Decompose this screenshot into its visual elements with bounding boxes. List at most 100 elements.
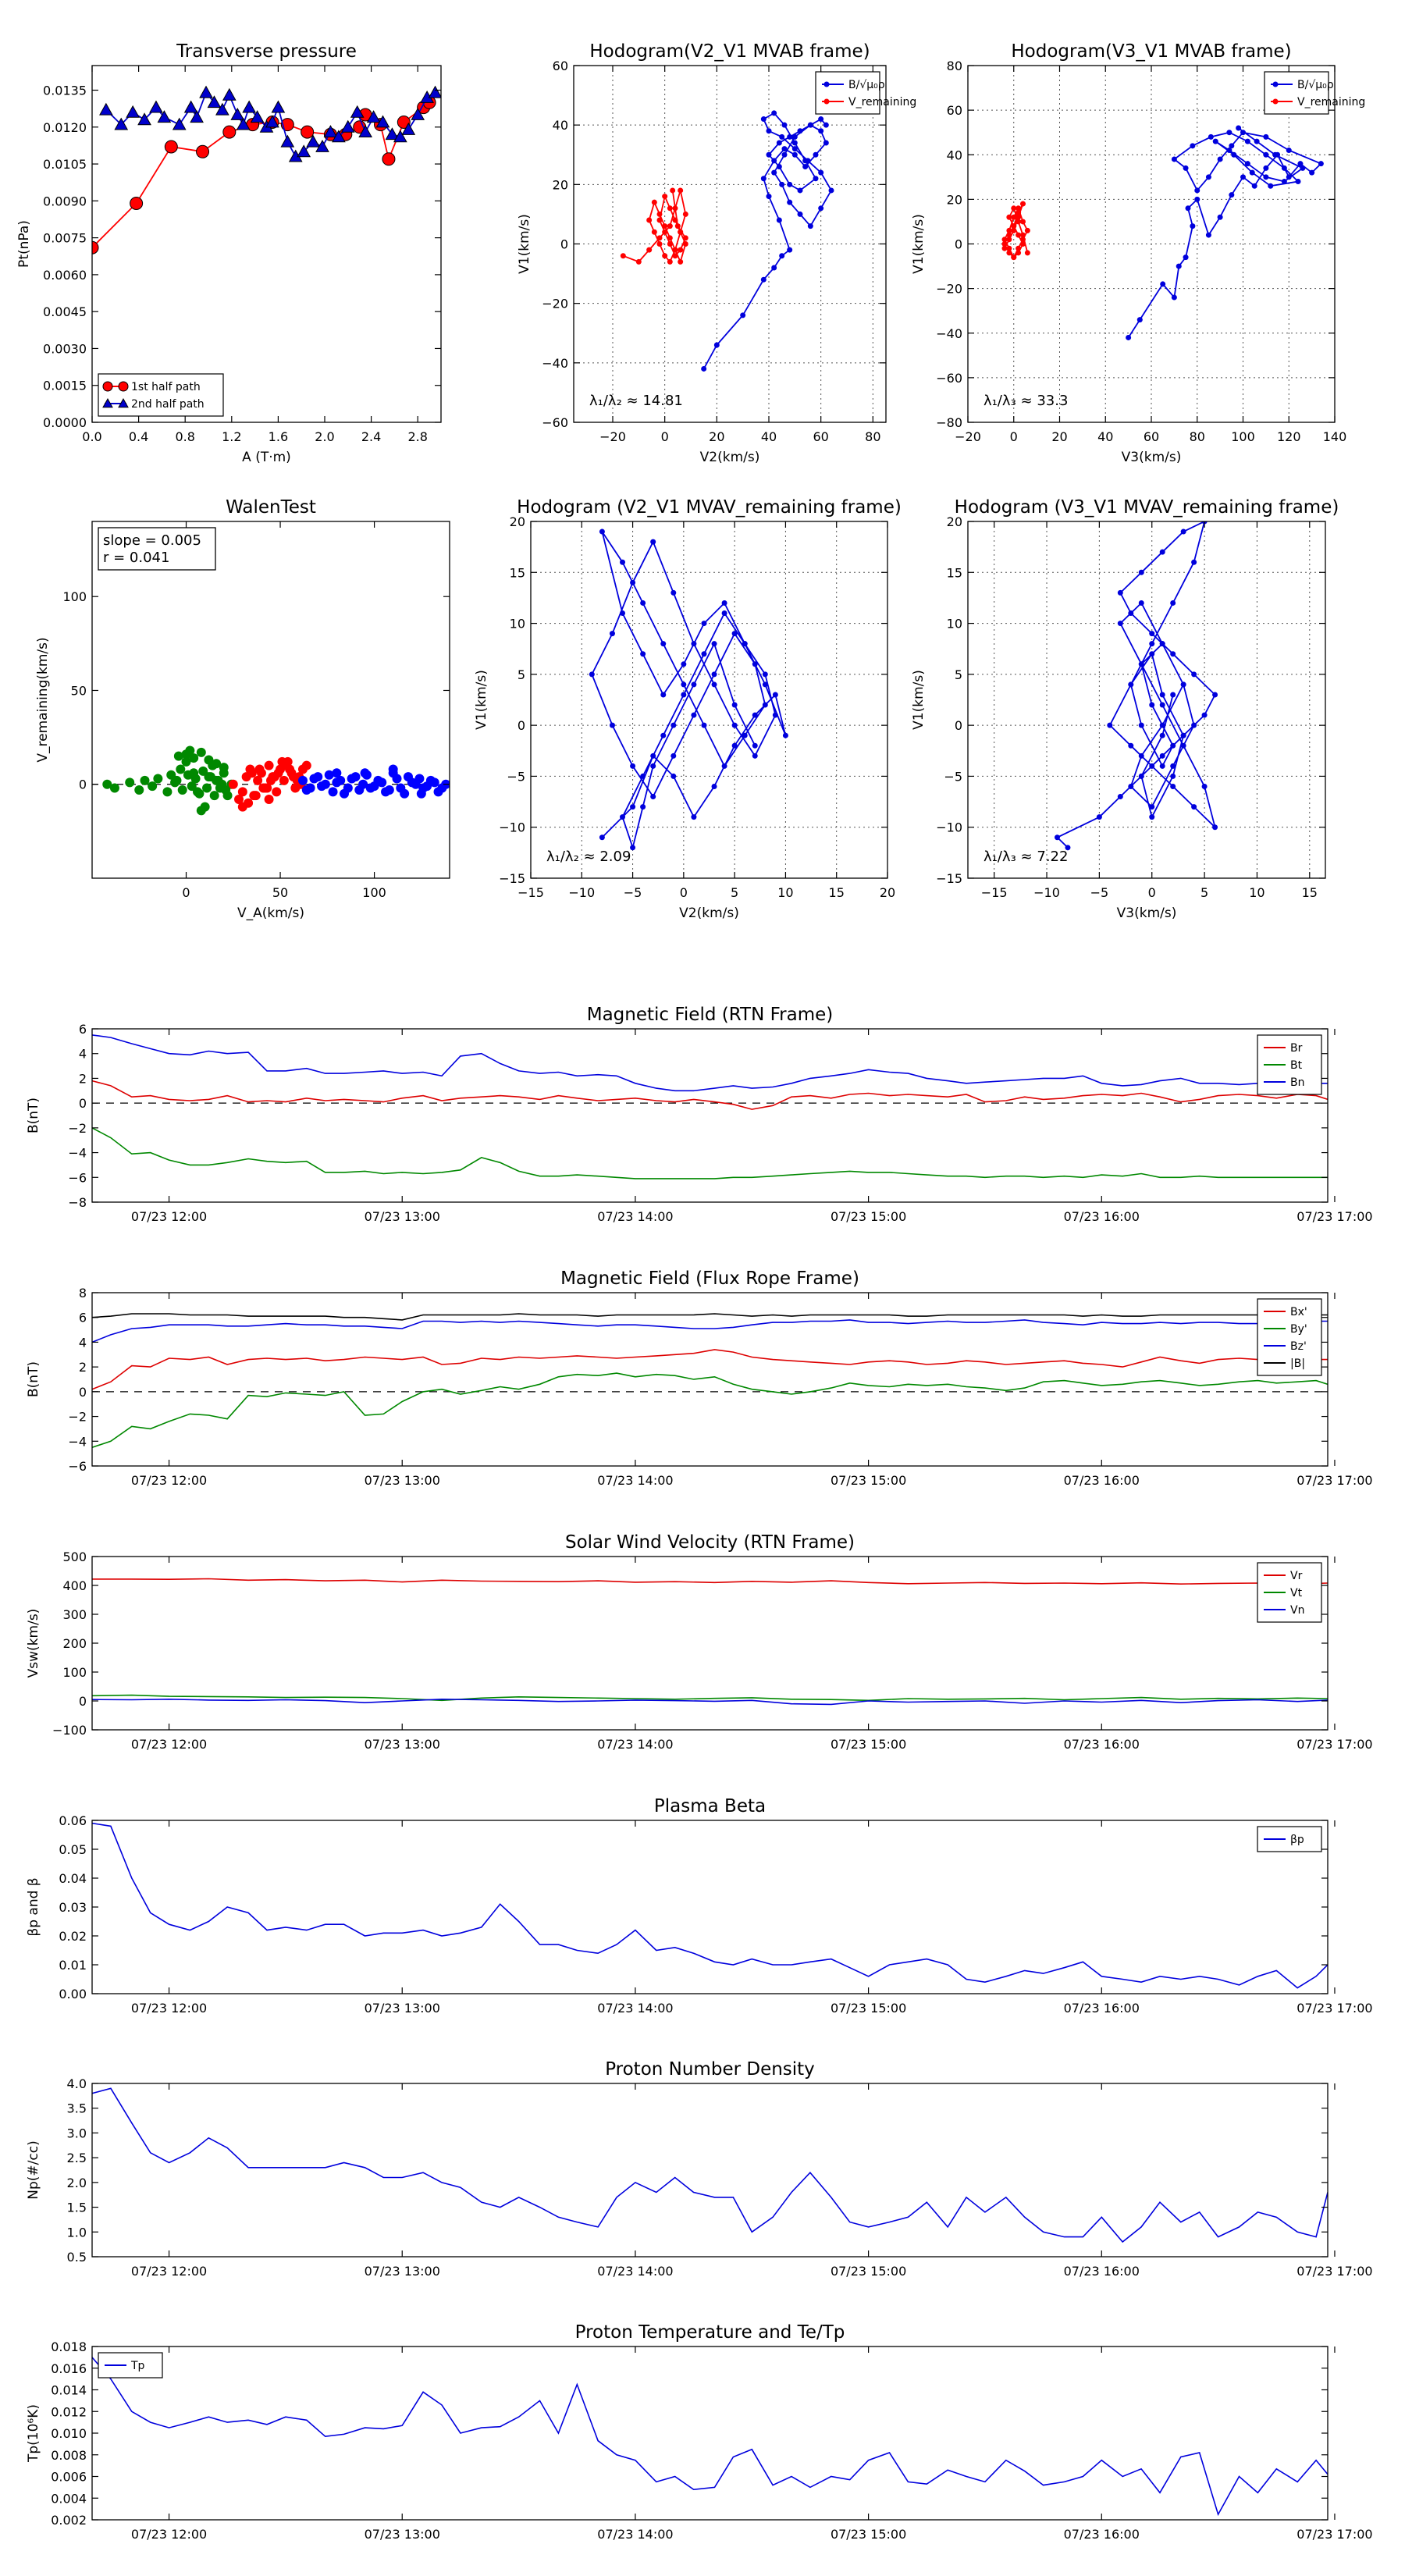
- data-marker: [382, 152, 396, 166]
- data-point: [1011, 223, 1017, 229]
- x-tick-label: 140: [1323, 429, 1347, 444]
- data-point: [1281, 165, 1287, 171]
- series-line-2: [92, 1034, 1328, 1092]
- data-point: [1128, 610, 1134, 617]
- data-point: [1016, 210, 1022, 216]
- series-line-1: [92, 1372, 1328, 1448]
- data-point: [791, 133, 798, 140]
- data-point: [609, 722, 615, 728]
- data-point: [766, 151, 772, 158]
- data-point: [1191, 722, 1197, 728]
- legend-label: Bz': [1290, 1340, 1307, 1353]
- data-marker: [401, 122, 416, 135]
- data-point: [731, 722, 738, 728]
- data-point: [340, 788, 350, 799]
- x-tick-label: 07/23 17:00: [1297, 1737, 1372, 1752]
- plot-frame: [91, 1292, 1329, 1467]
- data-point: [189, 753, 199, 763]
- data-point: [1159, 702, 1165, 708]
- data-marker: [190, 110, 204, 123]
- series-layer: [620, 110, 834, 372]
- y-tick-label: 40: [947, 148, 962, 162]
- data-point: [711, 783, 717, 789]
- x-tick-label: 07/23 14:00: [597, 2001, 673, 2016]
- data-marker: [250, 110, 265, 123]
- y-tick-label: 0.0000: [43, 415, 87, 430]
- data-point: [670, 187, 676, 194]
- y-tick-label: 5: [955, 667, 962, 682]
- data-marker: [350, 105, 365, 118]
- data-point: [1190, 223, 1196, 229]
- y-tick-label: −2: [68, 1121, 87, 1136]
- chart-p8: 07/23 12:00 07/23 13:00 07/23 14:00 07/23 1…: [26, 1268, 1373, 1488]
- data-point: [1138, 569, 1144, 575]
- y-axis-label: V1(km/s): [911, 670, 927, 730]
- data-point: [285, 764, 295, 774]
- y-tick-label: −60: [936, 371, 962, 386]
- series-line-1: [92, 1694, 1328, 1702]
- legend-marker: [118, 397, 129, 408]
- chart-title: Plasma Beta: [654, 1796, 766, 1816]
- y-tick-label: 0.00: [59, 1987, 87, 2001]
- data-point: [791, 151, 798, 158]
- data-point: [277, 756, 287, 767]
- plot-area: [968, 521, 1325, 878]
- x-tick-label: −10: [568, 885, 595, 900]
- data-marker: [358, 125, 372, 137]
- data-point: [1212, 138, 1218, 144]
- data-marker: [157, 110, 172, 123]
- data-point: [1149, 763, 1155, 769]
- y-axis-label: Vsw(km/s): [26, 1609, 41, 1678]
- data-point: [1194, 187, 1200, 194]
- y-tick-label: −6: [68, 1170, 87, 1185]
- data-point: [170, 777, 180, 788]
- data-point: [711, 641, 717, 647]
- y-tick-label: 100: [62, 589, 87, 604]
- series-line-0: [92, 1578, 1328, 1585]
- legend: Tp: [98, 2352, 163, 2379]
- plot-frame: [91, 2083, 1329, 2258]
- data-point: [1096, 814, 1102, 820]
- data-point: [701, 621, 707, 627]
- data-point: [1159, 732, 1165, 738]
- data-point: [752, 661, 758, 667]
- data-point: [662, 194, 668, 200]
- data-point: [202, 783, 212, 793]
- data-point: [701, 651, 707, 657]
- data-point: [177, 785, 187, 795]
- data-point: [1149, 631, 1155, 637]
- data-point: [1205, 232, 1211, 238]
- x-tick-label: 40: [1097, 429, 1113, 444]
- chart-title: Hodogram (V2_V1 MVAV_remaining frame): [517, 497, 902, 518]
- y-tick-label: 100: [62, 1665, 87, 1680]
- y-tick-label: 10: [510, 617, 525, 632]
- data-point: [400, 788, 410, 799]
- data-point: [1170, 600, 1176, 606]
- x-tick-label: 07/23 14:00: [597, 1473, 673, 1488]
- chart-p12: 07/23 12:00 07/23 13:00 07/23 14:00 07/23 1…: [26, 2322, 1373, 2542]
- x-tick-label: 07/23 13:00: [365, 1209, 440, 1224]
- y-tick-label: −20: [936, 282, 962, 297]
- data-point: [1159, 763, 1165, 769]
- data-point: [1159, 753, 1165, 759]
- data-point: [1249, 169, 1255, 176]
- data-point: [760, 276, 767, 283]
- legend-marker: [823, 98, 830, 105]
- y-tick-label: 15: [947, 565, 962, 580]
- data-point: [1024, 250, 1030, 256]
- y-tick-label: 0.01: [59, 1958, 87, 1973]
- series-line-0: [92, 2087, 1328, 2243]
- x-tick-label: 07/23 17:00: [1297, 1209, 1372, 1224]
- series-layer: [92, 1034, 1328, 1179]
- data-point: [237, 802, 247, 812]
- x-tick-label: 10: [1249, 885, 1264, 900]
- y-tick-label: 60: [553, 59, 568, 73]
- data-point: [731, 702, 738, 708]
- y-tick-label: 0.012: [51, 2404, 87, 2419]
- y-axis-label: βp and β: [26, 1877, 41, 1936]
- data-point: [205, 772, 215, 782]
- data-point: [1236, 125, 1242, 131]
- data-point: [1244, 161, 1250, 167]
- data-point: [1180, 681, 1186, 688]
- data-marker: [375, 115, 390, 128]
